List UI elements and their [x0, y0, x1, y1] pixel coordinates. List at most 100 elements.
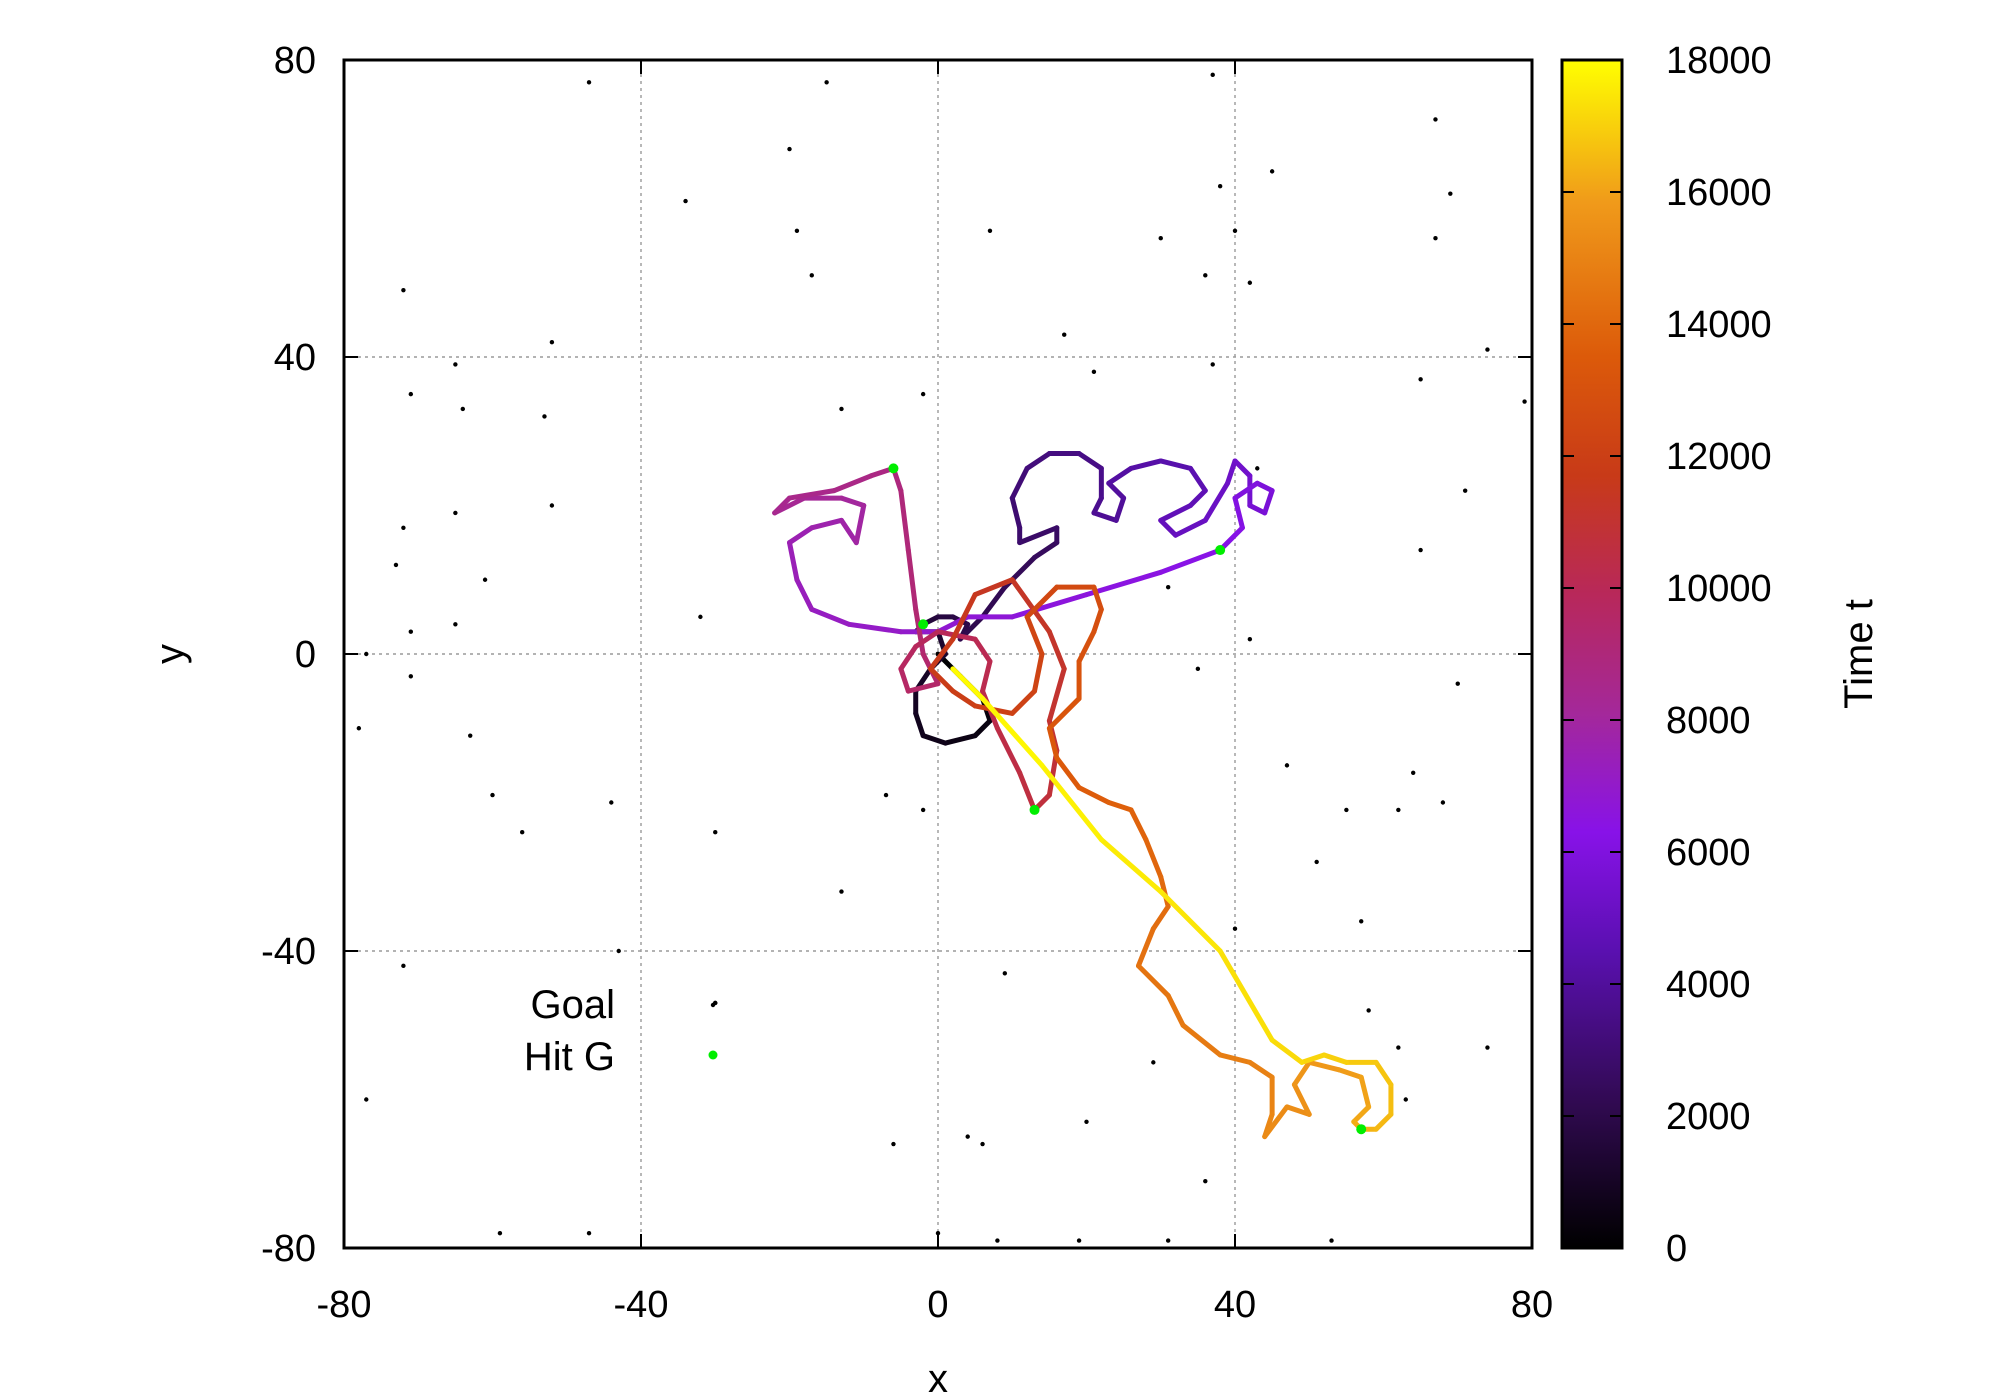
goal-point	[1522, 399, 1527, 404]
hit-g-point	[888, 463, 899, 474]
goal-point	[364, 651, 369, 657]
goal-point	[1210, 362, 1215, 367]
trajectory-segment	[1128, 458, 1164, 471]
trajectory-segment	[1046, 666, 1067, 724]
trajectory-segment	[1254, 480, 1275, 494]
goal-point	[1210, 72, 1215, 78]
goal-point	[920, 807, 926, 813]
y-tick-label: -80	[261, 1228, 316, 1270]
trajectory-segment	[1299, 1052, 1327, 1065]
trajectory-segment	[1106, 480, 1127, 501]
goal-point	[1247, 280, 1253, 285]
trajectory-segment	[950, 592, 978, 642]
trajectory-segment	[928, 636, 956, 672]
goal-point	[616, 948, 621, 954]
goal-point	[920, 391, 926, 397]
goal-point	[1366, 1008, 1371, 1013]
goal-point	[586, 1230, 592, 1236]
goal-point	[1448, 191, 1453, 196]
trajectory-segment	[1232, 458, 1253, 479]
trajectory-segment	[1158, 517, 1179, 538]
trajectory-segment	[1032, 651, 1045, 694]
goal-point	[987, 228, 993, 233]
trajectory-segment	[898, 644, 919, 672]
goal-point	[1062, 332, 1067, 337]
goal-point	[824, 80, 829, 85]
trajectory-segment	[950, 666, 986, 702]
colorbar-tick-label: 8000	[1666, 700, 1751, 742]
goal-point	[995, 1238, 1000, 1243]
trajectory-segment	[980, 658, 993, 694]
trajectory-segment	[1054, 755, 1082, 791]
trajectory-segment	[1217, 525, 1245, 553]
hit-g-point	[1215, 545, 1226, 556]
goal-point	[482, 577, 488, 582]
goal-point	[549, 339, 555, 345]
y-tick-label: 40	[274, 337, 316, 379]
trajectory-segment	[942, 733, 978, 746]
goal-point	[364, 1097, 369, 1102]
goal-point	[794, 228, 800, 233]
trajectory-segment	[1076, 785, 1112, 805]
trajectory-segment	[913, 606, 926, 657]
trajectory-segment	[1158, 547, 1223, 575]
legend-label-hit-g: Hit G	[524, 1035, 615, 1079]
goal-point	[1433, 236, 1438, 241]
colorbar-tick-label: 18000	[1666, 40, 1772, 82]
trajectory-segment	[1165, 993, 1186, 1028]
trajectory-segment	[853, 503, 867, 546]
goal-point	[839, 889, 844, 894]
trajectory-segment	[809, 517, 844, 531]
goal-point	[787, 146, 792, 152]
trajectory-segment	[1113, 495, 1127, 523]
x-tick-label: 40	[1214, 1284, 1256, 1326]
goal-point	[1255, 466, 1260, 471]
trajectory-segment	[1306, 1059, 1342, 1073]
colorbar-tick-label: 10000	[1666, 568, 1772, 610]
goal-point	[1203, 273, 1208, 278]
trajectory-segment	[1024, 451, 1052, 471]
trajectory-segment	[1158, 889, 1223, 954]
goal-point	[468, 733, 473, 738]
goal-point	[839, 406, 844, 412]
trajectory-segment	[1135, 963, 1171, 999]
trajectory-segment	[972, 718, 993, 739]
goal-point	[609, 800, 614, 805]
trajectory-segment	[1321, 1052, 1349, 1065]
goal-point	[935, 1230, 941, 1236]
trajectory-segment	[1284, 1104, 1312, 1117]
trajectory-segment	[846, 621, 904, 635]
colorbar-tick-label: 16000	[1666, 172, 1772, 214]
goal-point	[1247, 636, 1253, 642]
goal-point	[1195, 666, 1201, 672]
goal-point	[1344, 807, 1349, 813]
trajectory-segment	[1150, 903, 1171, 932]
colorbar-tick-label: 6000	[1666, 832, 1751, 874]
goal-point	[1232, 228, 1238, 233]
goal-point	[408, 629, 414, 634]
goal-point	[393, 562, 399, 568]
trajectory-segment	[1076, 629, 1097, 664]
goal-point	[1076, 1238, 1082, 1243]
goal-point	[1203, 1178, 1208, 1184]
y-tick-label: -40	[261, 931, 316, 973]
goal-point	[1165, 584, 1171, 590]
trajectory-segment	[905, 681, 941, 694]
colorbar-ticks	[1562, 59, 1622, 1249]
goal-point	[1232, 926, 1238, 931]
goal-point	[1485, 347, 1490, 352]
goal-point	[1418, 547, 1423, 553]
trajectory-segment	[1091, 495, 1104, 516]
goal-point	[1329, 1238, 1334, 1243]
trajectory-segment	[913, 629, 941, 650]
x-tick-label: 0	[927, 1284, 948, 1326]
trajectory-segment	[1009, 495, 1023, 531]
colorbar-tick-label: 0	[1666, 1228, 1687, 1270]
goal-point	[1440, 800, 1446, 805]
goal-point	[1217, 184, 1223, 189]
trajectory-segment	[950, 688, 978, 709]
trajectory-segment	[898, 488, 911, 553]
trajectory-segment	[1358, 1074, 1372, 1110]
goal-point	[1269, 169, 1275, 174]
trajectory-segment	[1046, 629, 1067, 672]
